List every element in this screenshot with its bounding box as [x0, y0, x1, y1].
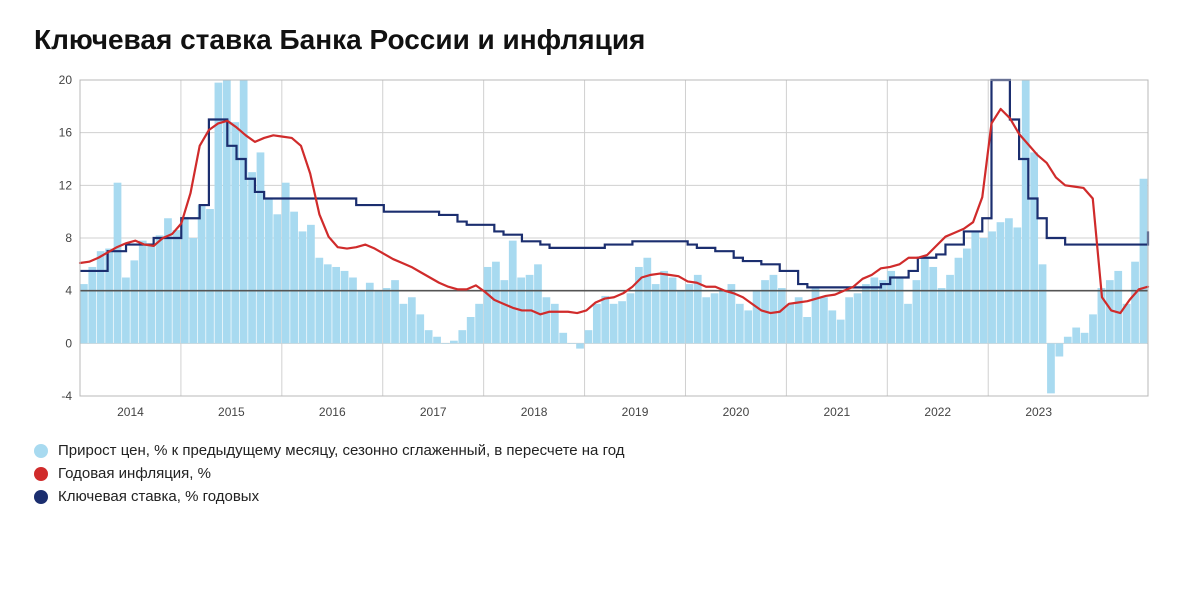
- legend-label-bars: Прирост цен, % к предыдущему месяцу, сез…: [58, 442, 624, 459]
- legend-item-keyrate: Ключевая ставка, % годовых: [34, 488, 1158, 505]
- svg-text:16: 16: [59, 126, 73, 140]
- legend-swatch-bars: [34, 444, 48, 458]
- svg-text:2017: 2017: [420, 405, 447, 419]
- svg-text:2018: 2018: [521, 405, 548, 419]
- svg-text:2014: 2014: [117, 405, 144, 419]
- svg-text:4: 4: [65, 284, 72, 298]
- legend-label-keyrate: Ключевая ставка, % годовых: [58, 488, 259, 505]
- legend-label-inflation: Годовая инфляция, %: [58, 465, 211, 482]
- legend-item-bars: Прирост цен, % к предыдущему месяцу, сез…: [34, 442, 1158, 459]
- svg-text:2019: 2019: [622, 405, 649, 419]
- svg-text:2020: 2020: [723, 405, 750, 419]
- legend-swatch-inflation: [34, 467, 48, 481]
- svg-text:0: 0: [65, 336, 72, 350]
- svg-text:2022: 2022: [924, 405, 951, 419]
- legend: Прирост цен, % к предыдущему месяцу, сез…: [34, 442, 1158, 505]
- chart-svg: -4 0 4 8 12 16 20 2014 2015 2016 2017 2018 2019 2020 2…: [34, 74, 1158, 424]
- legend-swatch-keyrate: [34, 490, 48, 504]
- svg-text:12: 12: [59, 178, 73, 192]
- chart-title: Ключевая ставка Банка России и инфляция: [34, 24, 1158, 56]
- svg-text:2016: 2016: [319, 405, 346, 419]
- svg-text:2015: 2015: [218, 405, 245, 419]
- svg-text:20: 20: [59, 74, 73, 87]
- svg-text:2023: 2023: [1025, 405, 1052, 419]
- svg-text:8: 8: [65, 231, 72, 245]
- svg-text:2021: 2021: [823, 405, 850, 419]
- chart-area: -4 0 4 8 12 16 20 2014 2015 2016 2017 2018 2019 2020 2…: [34, 74, 1158, 424]
- svg-text:-4: -4: [61, 389, 72, 403]
- legend-item-inflation: Годовая инфляция, %: [34, 465, 1158, 482]
